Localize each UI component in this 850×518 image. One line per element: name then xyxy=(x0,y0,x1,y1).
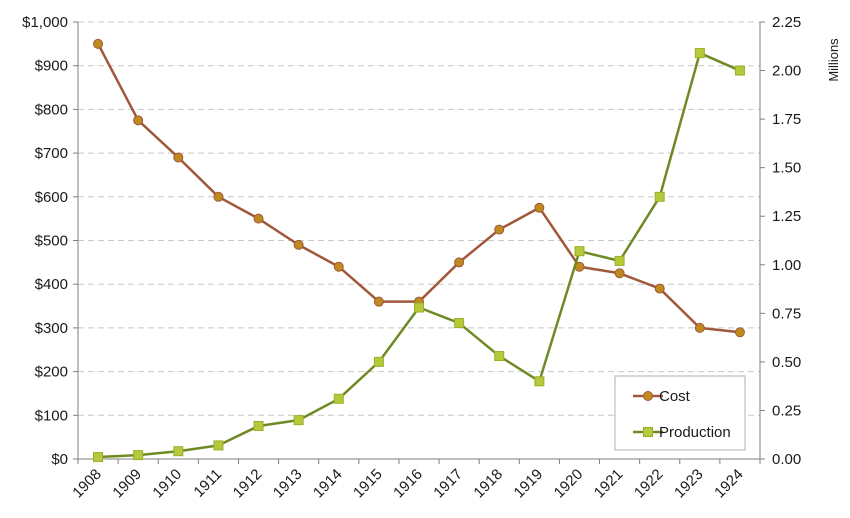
right-axis-tick-label: 0.00 xyxy=(772,451,801,468)
right-axis-title: Millions xyxy=(826,38,841,82)
data-point xyxy=(213,191,224,202)
data-point xyxy=(253,213,264,224)
x-axis-tick-label: 1917 xyxy=(430,466,466,502)
legend-item-production: Production xyxy=(633,424,731,441)
right-axis-tick-label: 0.75 xyxy=(772,305,801,322)
data-point xyxy=(534,376,545,387)
data-point xyxy=(654,191,665,202)
legend: Cost Production xyxy=(614,375,746,451)
x-axis-tick-label: 1911 xyxy=(190,466,225,501)
data-point xyxy=(293,415,304,426)
left-axis-tick-label: $300 xyxy=(35,320,68,337)
left-axis-tick-label: $100 xyxy=(35,407,68,424)
data-point xyxy=(734,65,745,76)
data-point xyxy=(333,393,344,404)
right-axis-tick-label: 1.75 xyxy=(772,111,801,128)
data-point xyxy=(293,239,304,250)
x-axis-tick-label: 1918 xyxy=(470,466,506,502)
data-point xyxy=(373,296,384,307)
right-axis-tick-label: 1.25 xyxy=(772,208,801,225)
series-line xyxy=(96,43,741,334)
series-layer xyxy=(93,38,745,463)
series-cost xyxy=(93,38,745,338)
axes xyxy=(73,21,765,464)
data-point xyxy=(734,327,745,338)
data-point xyxy=(253,420,264,431)
left-axis-tick-label: $800 xyxy=(35,101,68,118)
data-point xyxy=(494,351,505,362)
left-axis-tick-label: $600 xyxy=(35,189,68,206)
right-axis-tick-label: 0.25 xyxy=(772,402,801,419)
left-axis-tick-label: $1,000 xyxy=(22,14,68,31)
right-axis-tick-label: 2.25 xyxy=(772,14,801,31)
x-axis-tick-label: 1913 xyxy=(270,466,306,502)
legend-marker xyxy=(643,427,653,437)
data-point xyxy=(454,257,465,268)
data-point xyxy=(93,38,104,49)
x-axis-tick-label: 1919 xyxy=(511,466,547,502)
series-production xyxy=(93,48,745,463)
left-axis-tick-label: $400 xyxy=(35,276,68,293)
left-axis-tick-label: $700 xyxy=(35,145,68,162)
data-point xyxy=(694,322,705,333)
right-axis-tick-labels: 0.00 0.25 0.50 0.75 1.00 1.25 1.50 1.75 2.00 2.25 xyxy=(772,14,801,468)
x-axis-tick-label: 1924 xyxy=(711,466,747,502)
legend-label: Cost xyxy=(659,388,691,405)
x-axis-tick-label: 1916 xyxy=(390,466,426,502)
x-axis-tick-labels: 1908 1909 1910 1911 1912 1913 1914 1915 1916 1917… xyxy=(69,466,747,502)
x-axis-tick-label: 1922 xyxy=(631,466,667,502)
x-axis-tick-label: 1914 xyxy=(310,466,346,502)
left-axis-tick-label: $0 xyxy=(51,451,68,468)
data-point xyxy=(454,318,465,329)
x-axis-tick-label: 1923 xyxy=(671,466,707,502)
data-point xyxy=(614,255,625,266)
x-axis-tick-label: 1915 xyxy=(350,466,386,502)
left-axis-tick-label: $500 xyxy=(35,233,68,250)
left-axis-tick-labels: $0 $100 $200 $300 $400 $500 $600 $700 $800 $900 $1… xyxy=(22,14,68,468)
x-axis-tick-label: 1909 xyxy=(109,466,145,502)
data-point xyxy=(494,224,505,235)
x-axis-tick-label: 1912 xyxy=(230,466,266,502)
data-point xyxy=(133,450,144,461)
right-axis-tick-label: 1.00 xyxy=(772,257,801,274)
data-point xyxy=(614,268,625,279)
data-point xyxy=(654,283,665,294)
right-axis-tick-label: 1.50 xyxy=(772,160,801,177)
data-point xyxy=(333,261,344,272)
x-axis-tick-label: 1921 xyxy=(591,466,627,502)
gridlines xyxy=(78,21,760,416)
data-point xyxy=(213,440,224,451)
legend-label: Production xyxy=(659,424,731,441)
legend-item-cost: Cost xyxy=(633,388,691,405)
x-axis-tick-label: 1910 xyxy=(150,466,186,502)
left-axis-tick-label: $200 xyxy=(35,364,68,381)
data-point xyxy=(414,302,424,313)
x-axis-tick-label: 1920 xyxy=(551,466,587,502)
data-point xyxy=(173,446,184,457)
left-axis-tick-label: $900 xyxy=(35,58,68,75)
data-point xyxy=(93,452,104,463)
right-axis-tick-label: 0.50 xyxy=(772,354,801,371)
data-point xyxy=(574,246,585,257)
legend-box xyxy=(614,375,746,451)
data-point xyxy=(373,356,384,367)
x-axis-tick-label: 1908 xyxy=(69,466,105,502)
legend-marker xyxy=(643,391,653,401)
data-point xyxy=(534,202,545,213)
data-point xyxy=(694,48,705,59)
right-axis-tick-label: 2.00 xyxy=(772,63,801,80)
data-point xyxy=(173,152,184,163)
data-point xyxy=(133,115,144,126)
